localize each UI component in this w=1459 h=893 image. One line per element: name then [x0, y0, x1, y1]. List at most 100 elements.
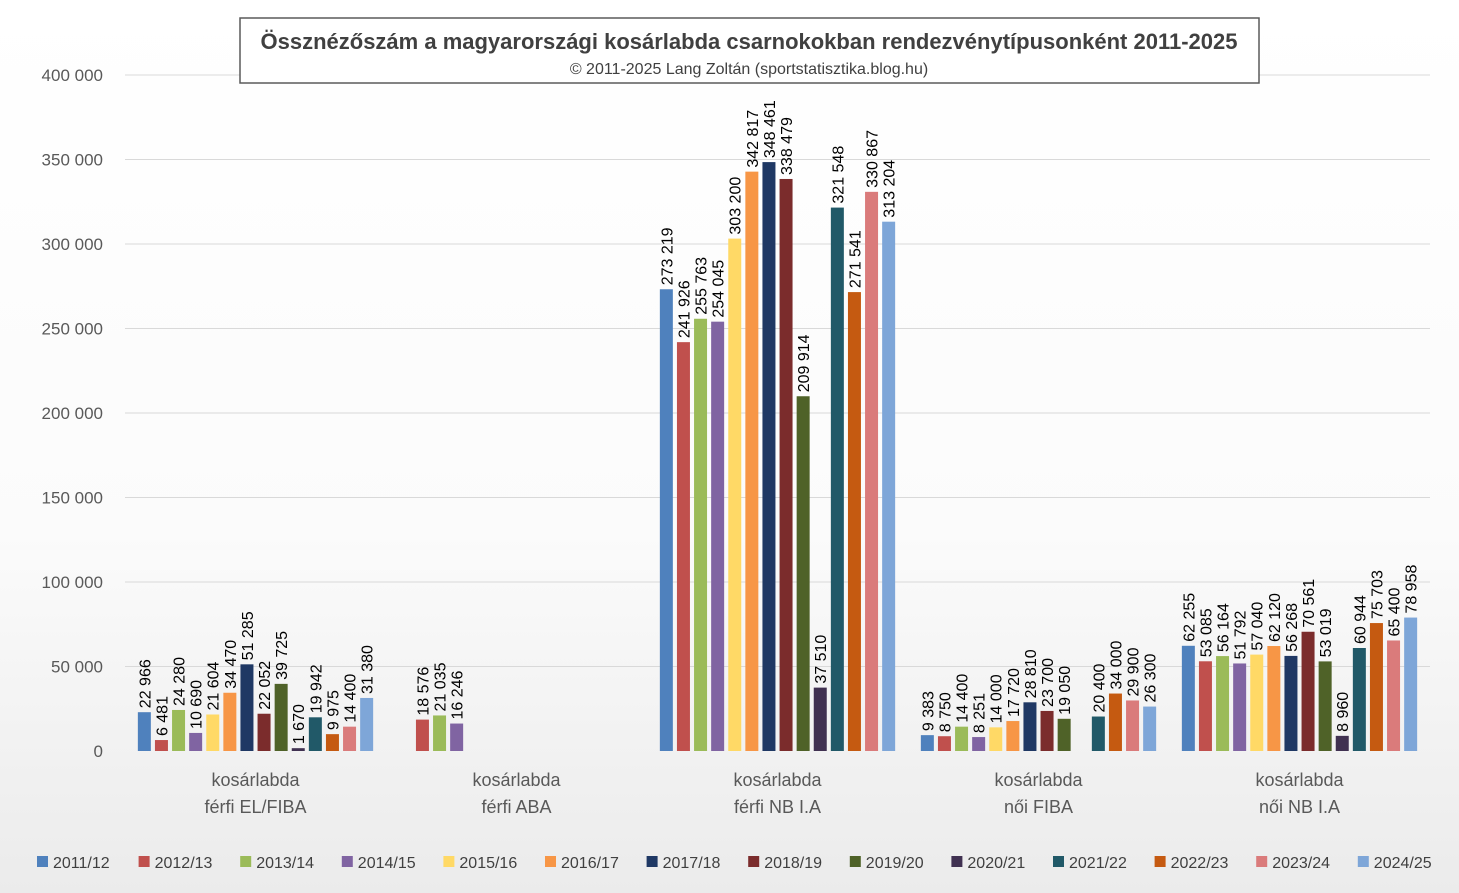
bar-2012-13: [154, 740, 168, 751]
legend-swatch: [138, 856, 150, 867]
data-label: 8 251: [972, 693, 989, 733]
y-tick-label: 350 000: [42, 151, 103, 170]
bar-2016-17: [745, 171, 759, 751]
data-label: 39 725: [274, 631, 291, 680]
y-tick-label: 300 000: [42, 235, 103, 254]
data-label: 254 045: [711, 260, 728, 318]
bar-2011-12: [137, 712, 151, 751]
data-label: 10 690: [189, 680, 206, 729]
data-label: 75 703: [1369, 570, 1386, 619]
data-label: 21 035: [433, 662, 450, 711]
legend-swatch: [37, 856, 48, 867]
data-label: 14 000: [989, 674, 1006, 723]
bar-2021-22: [308, 717, 322, 751]
y-tick-label: 250 000: [42, 320, 103, 339]
bar-2012-13: [937, 736, 951, 751]
category-label: kosárlabda női NB I.A: [1255, 770, 1344, 817]
bar-2022-23: [1369, 623, 1383, 751]
legend-label: 2016/17: [561, 855, 619, 872]
data-label: 8 750: [937, 692, 954, 732]
legend-swatch: [1256, 856, 1268, 867]
data-label: 321 548: [830, 146, 847, 204]
legend-swatch: [545, 856, 556, 867]
data-label: 330 867: [865, 130, 882, 188]
bar-2015-16: [206, 714, 220, 751]
bar-2023-24: [1126, 700, 1140, 751]
bar-2017-18: [1284, 655, 1298, 751]
legend-swatch: [951, 856, 963, 867]
data-label: 51 792: [1233, 610, 1250, 659]
data-label: 62 120: [1267, 593, 1284, 642]
data-label: 313 204: [882, 160, 899, 218]
bar-2021-22: [1352, 648, 1366, 751]
bar-2024-25: [882, 221, 896, 751]
legend-label: 2013/14: [256, 855, 314, 872]
legend-swatch: [1154, 856, 1166, 867]
bar-2013-14: [694, 318, 708, 751]
bar-2019-20: [274, 683, 288, 751]
bar-2019-20: [1057, 718, 1071, 751]
bar-2011-12: [920, 735, 934, 751]
data-label: 241 926: [676, 280, 693, 338]
category-label: kosárlabda női FIBA: [994, 770, 1083, 817]
bar-2021-22: [1091, 716, 1105, 751]
data-label: 53 085: [1198, 608, 1215, 657]
bar-2015-16: [1250, 654, 1264, 751]
bar-2012-13: [415, 719, 429, 751]
data-label: 65 400: [1387, 587, 1404, 636]
y-tick-label: 200 000: [42, 404, 103, 423]
data-label: 255 763: [694, 257, 711, 315]
bar-2013-14: [955, 726, 969, 751]
legend-label: 2024/25: [1374, 855, 1432, 872]
data-label: 23 700: [1040, 658, 1057, 707]
bar-2020-21: [291, 748, 305, 751]
data-label: 20 400: [1091, 663, 1108, 712]
bar-2016-17: [1267, 646, 1281, 751]
bar-2015-16: [728, 238, 742, 752]
category-label: kosárlabda férfi NB I.A: [733, 770, 822, 817]
legend-swatch: [748, 856, 760, 867]
y-tick-label: 150 000: [42, 489, 103, 508]
data-label: 1 670: [291, 704, 308, 744]
y-tick-label: 400 000: [42, 66, 103, 85]
data-label: 9 383: [920, 691, 937, 731]
data-label: 28 810: [1023, 649, 1040, 698]
bar-2011-12: [659, 289, 673, 751]
bar-2014-15: [711, 321, 725, 751]
category-label: kosárlabda férfi ABA: [472, 770, 561, 817]
bar-2018-19: [257, 713, 271, 751]
legend-swatch: [646, 856, 658, 867]
legend-label: 2014/15: [358, 855, 416, 872]
bar-2011-12: [1181, 645, 1195, 751]
legend-swatch: [443, 856, 455, 867]
bar-2016-17: [1006, 721, 1020, 751]
data-label: 14 400: [343, 674, 360, 723]
bar-2019-20: [796, 396, 810, 751]
bar-2013-14: [172, 709, 186, 751]
legend-label: 2015/16: [459, 855, 517, 872]
data-label: 303 200: [728, 177, 745, 235]
data-label: 17 720: [1006, 668, 1023, 717]
chart-subtitle: © 2011-2025 Lang Zoltán (sportstatisztik…: [570, 61, 928, 78]
bar-2016-17: [223, 692, 237, 751]
data-label: 60 944: [1352, 595, 1369, 644]
bar-2013-14: [1216, 656, 1230, 751]
bar-2017-18: [762, 162, 776, 752]
bar-2017-18: [240, 664, 254, 751]
data-label: 29 900: [1126, 647, 1143, 696]
legend-label: 2020/21: [967, 855, 1025, 872]
data-label: 8 960: [1335, 692, 1352, 732]
legend-label: 2022/23: [1171, 855, 1229, 872]
legend-label: 2019/20: [866, 855, 924, 872]
bar-2024-25: [1404, 617, 1418, 751]
data-label: 338 479: [779, 117, 796, 175]
data-label: 209 914: [796, 334, 813, 392]
bar-2014-15: [1233, 663, 1247, 751]
bar-2018-19: [1301, 631, 1315, 751]
legend-swatch: [1357, 856, 1369, 867]
data-label: 24 280: [172, 657, 189, 706]
bar-2021-22: [830, 207, 844, 752]
data-label: 34 000: [1108, 641, 1125, 690]
bar-2023-24: [865, 191, 879, 751]
